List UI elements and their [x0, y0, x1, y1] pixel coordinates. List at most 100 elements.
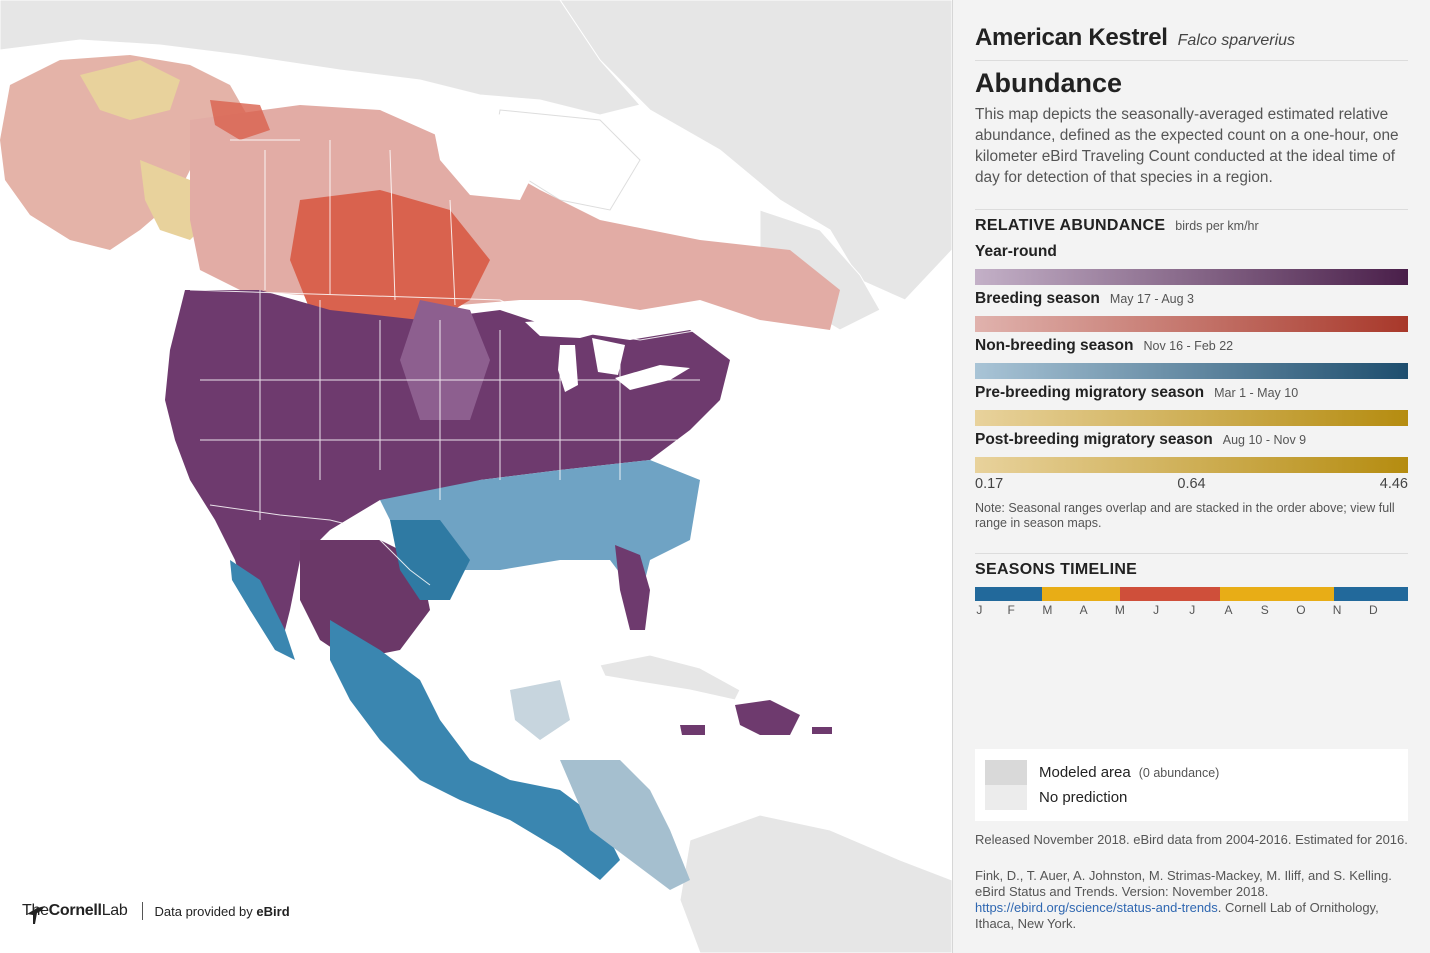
map-canvas: [0, 0, 952, 953]
season-dates: May 17 - Aug 3: [1109, 292, 1194, 306]
puerto-rico-year-round: [812, 727, 832, 734]
species-scientific-name: Falco sparverius: [1177, 32, 1296, 49]
modeled-sub-label: (0 abundance): [1138, 765, 1220, 780]
legend-no-prediction: No prediction: [985, 785, 1127, 810]
scale-mid: 0.64: [1177, 476, 1206, 492]
citation-text: Fink, D., T. Auer, A. Johnston, M. Strim…: [975, 868, 1392, 899]
citation: Fink, D., T. Auer, A. Johnston, M. Strim…: [975, 868, 1408, 932]
month-label: F: [1007, 603, 1015, 617]
timeline-segment: [1042, 587, 1121, 601]
us-canada-border: [189, 289, 740, 341]
relative-abundance-header: RELATIVE ABUNDANCE birds per km/hr: [975, 217, 1408, 235]
lake-superior: [525, 318, 610, 338]
northwest-breeding-hotspot: [210, 100, 270, 140]
timeline-segment: [1219, 587, 1335, 601]
logo-suffix: Lab: [101, 902, 128, 919]
abundance-map[interactable]: TheCornellLab Data provided by eBird: [0, 0, 952, 953]
timeline-segment: [1334, 587, 1408, 601]
season-non-breeding: Non-breeding season Nov 16 - Feb 22: [975, 337, 1408, 379]
season-dates: Nov 16 - Feb 22: [1143, 339, 1234, 353]
season-name: Breeding season: [975, 290, 1100, 307]
season-pre-breeding: Pre-breeding migratory season Mar 1 - May…: [975, 384, 1408, 426]
month-label: S: [1260, 603, 1269, 617]
season-name: Pre-breeding migratory season: [975, 384, 1205, 401]
abundance-scale: 0.17 0.64 4.46: [975, 476, 1408, 492]
arctic-islands-land: [0, 0, 641, 116]
modeled-swatch: [985, 760, 1027, 785]
seasons-timeline-bar: [975, 587, 1408, 601]
data-prefix: Data provided by: [154, 903, 257, 919]
greenland-land: [559, 0, 952, 301]
ebird-link[interactable]: eBird: [256, 903, 290, 919]
divider: [975, 553, 1408, 554]
modeled-label: Modeled area: [1039, 764, 1131, 781]
cornell-lab-logo[interactable]: TheCornellLab: [22, 902, 128, 924]
release-info: Released November 2018. eBird data from …: [975, 832, 1408, 847]
lake-huron: [592, 338, 625, 375]
species-header: American Kestrel Falco sparverius: [975, 24, 1408, 61]
cuba-land: [599, 654, 741, 701]
relative-abundance-title: RELATIVE ABUNDANCE: [975, 217, 1166, 234]
timeline-segment: [1120, 587, 1220, 601]
info-panel: American Kestrel Falco sparverius Abunda…: [952, 0, 1430, 953]
timeline-segment: [975, 587, 1043, 601]
season-year-round: Year-round: [975, 243, 1408, 285]
pre-breeding-color-ramp: [975, 410, 1408, 426]
legend-modeled-area: Modeled area (0 abundance): [985, 760, 1219, 785]
month-label: J: [1189, 603, 1196, 617]
map-legend: Modeled area (0 abundance) No prediction: [975, 749, 1408, 821]
yucatan-nonbreeding: [510, 680, 570, 740]
abundance-description: This map depicts the seasonally-averaged…: [975, 106, 1399, 186]
logo-bold: Cornell: [48, 902, 102, 919]
abundance-title: Abundance: [975, 68, 1123, 98]
alaska-migration-range: [80, 60, 180, 120]
month-label: O: [1296, 603, 1306, 617]
no-prediction-swatch: [985, 785, 1027, 810]
canada-province-lines: [230, 139, 456, 306]
citation-tail: . Cornell Lab of Ornithology, Ithaca, Ne…: [975, 900, 1379, 931]
hispaniola-year-round: [735, 700, 800, 735]
great-plains-yr-light: [400, 300, 490, 420]
baja-nonbreeding: [230, 560, 295, 660]
south-america-land: [679, 814, 952, 953]
season-post-breeding: Post-breeding migratory season Aug 10 - N…: [975, 431, 1408, 473]
mexico-nonbreeding: [330, 620, 620, 880]
month-label: A: [1079, 603, 1088, 617]
bird-icon: [27, 906, 45, 924]
month-label: J: [976, 603, 983, 617]
post-breeding-color-ramp: [975, 457, 1408, 473]
lake-erie-ontario: [615, 365, 690, 390]
relative-abundance-unit: birds per km/hr: [1175, 219, 1259, 233]
season-name: Post-breeding migratory season: [975, 431, 1213, 448]
us-mexico-border: [209, 504, 431, 586]
non-breeding-color-ramp: [975, 363, 1408, 379]
scale-max: 4.46: [1379, 476, 1408, 492]
alaska-breeding-range: [0, 55, 250, 250]
credits-separator: [141, 902, 143, 920]
florida-range: [615, 545, 650, 630]
seasons-timeline-title: SEASONS TIMELINE: [975, 561, 1138, 578]
map-credits: TheCornellLab Data provided by eBird: [22, 902, 290, 924]
month-label: J: [1153, 603, 1160, 617]
hudson-bay: [430, 110, 540, 200]
status-trends-link[interactable]: https://ebird.org/science/status-and-tre…: [975, 900, 1218, 915]
year-round-color-ramp: [975, 269, 1408, 285]
gulf-coast-nonbreeding: [390, 520, 470, 600]
month-label: M: [1042, 603, 1053, 617]
season-breeding: Breeding season May 17 - Aug 3: [975, 290, 1408, 332]
breeding-color-ramp: [975, 316, 1408, 332]
season-dates: Mar 1 - May 10: [1214, 386, 1299, 400]
season-name: Non-breeding season: [975, 337, 1134, 354]
jamaica-year-round: [680, 725, 705, 735]
month-label: M: [1114, 603, 1125, 617]
scale-min: 0.17: [975, 476, 1004, 492]
season-name: Year-round: [975, 243, 1057, 260]
data-provider-text: Data provided by eBird: [155, 904, 290, 919]
divider: [975, 209, 1408, 210]
us-state-lines: [200, 290, 700, 520]
overlap-note: Note: Seasonal ranges overlap and are st…: [975, 501, 1395, 530]
season-dates: Aug 10 - Nov 9: [1222, 433, 1307, 447]
central-america-nonbreeding: [560, 760, 690, 890]
